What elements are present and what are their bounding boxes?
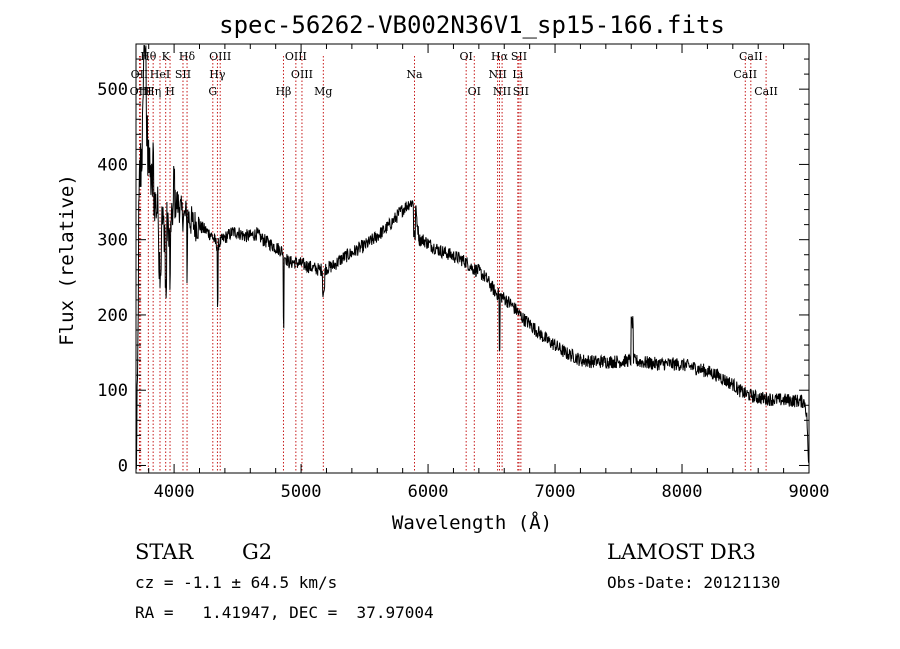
y-tick-label: 300 bbox=[97, 231, 128, 251]
x-tick-label: 5000 bbox=[281, 482, 322, 502]
x-axis-label: Wavelength (Å) bbox=[392, 511, 552, 534]
survey-name: LAMOST DR3 bbox=[607, 540, 756, 564]
line-marker-label: K bbox=[162, 50, 171, 63]
coords-line: RA = 1.41947, DEC = 37.97004 bbox=[135, 603, 434, 622]
line-marker-label: CaII bbox=[733, 68, 757, 81]
line-marker-label: Li bbox=[512, 68, 523, 81]
y-tick-label: 200 bbox=[97, 306, 128, 326]
line-marker-label: CaII bbox=[754, 85, 778, 98]
line-marker-label: Hθ bbox=[140, 50, 157, 63]
line-marker-label: G bbox=[208, 85, 217, 98]
line-marker-label: H bbox=[165, 85, 175, 98]
spectrum-series bbox=[135, 45, 810, 470]
x-tick-label: 9000 bbox=[789, 482, 830, 502]
line-marker-label: SII bbox=[511, 50, 527, 63]
line-marker-label: OIII bbox=[209, 50, 231, 63]
line-marker-label: Mg bbox=[314, 85, 332, 98]
plot-frame bbox=[135, 43, 810, 474]
line-marker-label: OIII bbox=[285, 50, 307, 63]
chart-title: spec-56262-VB002N36V1_sp15-166.fits bbox=[219, 11, 725, 39]
y-tick-label: 100 bbox=[97, 381, 128, 401]
object-subclass: G2 bbox=[242, 540, 272, 564]
line-marker-label: CaII bbox=[739, 50, 763, 63]
obs-date: Obs-Date: 20121130 bbox=[607, 573, 780, 592]
x-tick-label: 8000 bbox=[662, 482, 703, 502]
line-marker-label: Hβ bbox=[275, 85, 291, 98]
y-tick-label: 400 bbox=[97, 155, 128, 175]
x-tick-label: 6000 bbox=[408, 482, 449, 502]
line-marker-label: Hα bbox=[491, 50, 509, 63]
y-tick-label: 500 bbox=[97, 80, 128, 100]
x-tick-label: 7000 bbox=[535, 482, 576, 502]
line-marker-label: Hδ bbox=[179, 50, 196, 63]
redshift-line: cz = -1.1 ± 64.5 km/s bbox=[135, 573, 337, 592]
y-axis-label: Flux (relative) bbox=[56, 174, 78, 346]
line-marker-label: NII bbox=[493, 85, 511, 98]
line-marker-label: OIII bbox=[291, 68, 313, 81]
axis-ticks: 4000 5000 6000 7000 8000 9000 0 100 200 300 400 500 bbox=[97, 44, 829, 502]
object-class: STAR bbox=[135, 540, 194, 564]
line-marker-label: HeI bbox=[150, 68, 170, 81]
line-marker-label: Na bbox=[406, 68, 423, 81]
line-marker-label: SII bbox=[513, 85, 529, 98]
line-marker-label: Hη bbox=[145, 85, 161, 98]
y-tick-label: 0 bbox=[118, 456, 128, 476]
line-marker-label: NII bbox=[488, 68, 506, 81]
line-marker-label: OI bbox=[468, 85, 481, 98]
x-tick-label: 4000 bbox=[154, 482, 195, 502]
line-marker-label: OI bbox=[459, 50, 472, 63]
line-marker-label: SII bbox=[175, 68, 191, 81]
line-marker-label: Hγ bbox=[209, 68, 226, 81]
